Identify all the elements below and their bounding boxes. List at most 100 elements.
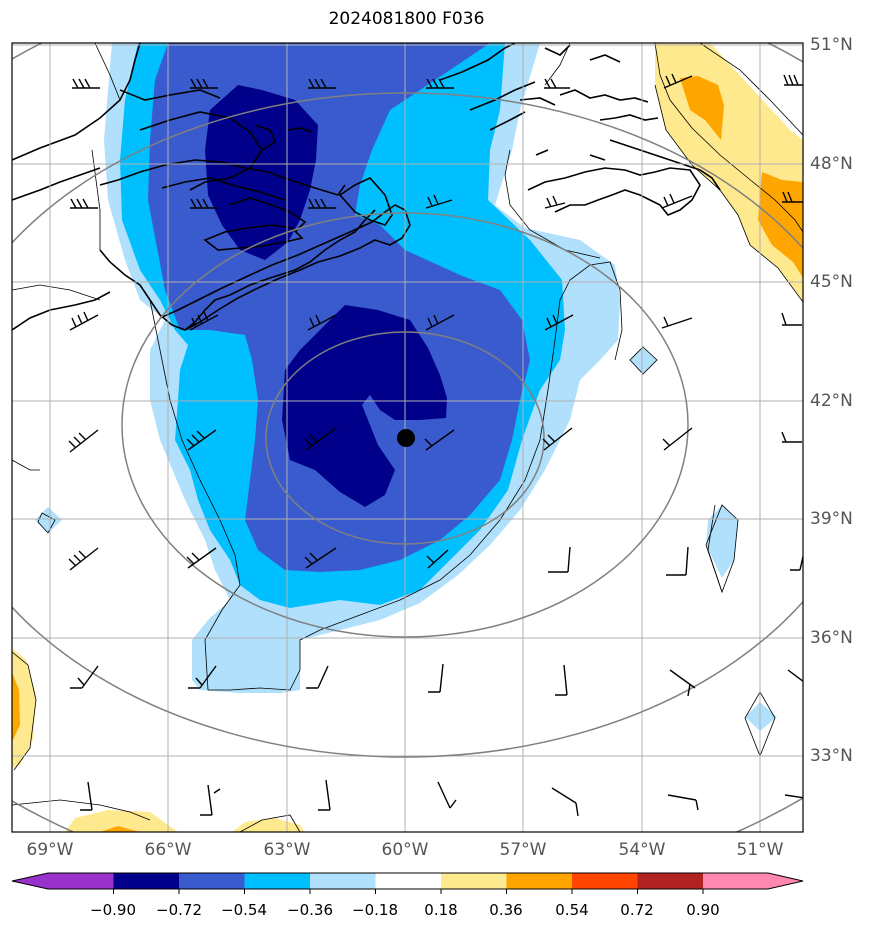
lat-label-51n: 51°N bbox=[810, 35, 853, 55]
wind-barb bbox=[783, 74, 803, 86]
wind-barb bbox=[542, 427, 573, 451]
lat-label-36n: 36°N bbox=[810, 628, 853, 648]
colorbar-label: −0.54 bbox=[221, 901, 267, 919]
range-rings bbox=[12, 43, 803, 832]
wind-barb bbox=[426, 549, 449, 569]
wind-barb bbox=[72, 78, 100, 89]
boundary-layer bbox=[12, 43, 803, 832]
colorbar-segment bbox=[506, 873, 572, 889]
wind-barb bbox=[790, 553, 803, 571]
wind-barb bbox=[186, 429, 217, 451]
lon-label-57w: 57°W bbox=[499, 840, 547, 860]
colorbar-label: 0.18 bbox=[424, 901, 458, 919]
colorbar-label: 0.90 bbox=[686, 901, 720, 919]
coastline-gaspe bbox=[99, 159, 346, 196]
coastline-nova-scotia bbox=[159, 204, 411, 331]
wind-barb bbox=[667, 794, 699, 811]
wind-barb bbox=[663, 73, 693, 89]
colorbar-extend-high bbox=[768, 873, 803, 889]
lat-label-33n: 33°N bbox=[810, 746, 853, 766]
contour-orange-west bbox=[12, 672, 20, 742]
contour-navy-north bbox=[205, 85, 318, 260]
wind-barb bbox=[551, 787, 579, 817]
coastline-new-brunswick bbox=[99, 209, 376, 331]
lon-label-60w: 60°W bbox=[381, 840, 429, 860]
contour-orange-ne-1 bbox=[680, 76, 724, 140]
wind-barb bbox=[784, 794, 803, 799]
colorbar-segment bbox=[441, 873, 507, 889]
wind-barb bbox=[68, 547, 99, 571]
wind-barb bbox=[544, 314, 574, 331]
wind-barb bbox=[318, 779, 331, 811]
colorbar-segment bbox=[113, 873, 179, 889]
colorbar-label: −0.72 bbox=[156, 901, 202, 919]
wind-barb bbox=[787, 669, 803, 683]
colorbar-extend-low bbox=[12, 873, 48, 889]
wind-barb bbox=[437, 781, 457, 809]
colorbar-segment bbox=[637, 873, 703, 889]
wind-barb bbox=[69, 311, 99, 331]
wind-barb bbox=[308, 198, 336, 209]
lat-label-42n: 42°N bbox=[810, 391, 853, 411]
wind-barb bbox=[188, 665, 217, 689]
coastline-newfoundland bbox=[439, 43, 701, 216]
colorbar-label: −0.90 bbox=[90, 901, 136, 919]
wind-barbs bbox=[68, 73, 803, 817]
wind-barb bbox=[306, 665, 329, 689]
range-ring-middle bbox=[121, 212, 689, 638]
map-title: 2024081800 F036 bbox=[328, 9, 485, 29]
wind-barb bbox=[428, 663, 444, 693]
lat-label-48n: 48°N bbox=[810, 154, 853, 174]
wind-barb bbox=[190, 198, 218, 209]
wind-barb bbox=[200, 784, 221, 816]
coastline-layer bbox=[12, 43, 721, 331]
wind-barb bbox=[307, 314, 337, 331]
wind-barb bbox=[70, 665, 99, 689]
storm-center-marker bbox=[397, 429, 415, 447]
colorbar-segment bbox=[310, 873, 376, 889]
wind-barb bbox=[662, 427, 693, 451]
wind-barb bbox=[189, 311, 219, 331]
grid-layer bbox=[12, 43, 803, 832]
range-ring-outer bbox=[12, 92, 803, 758]
wind-barb bbox=[661, 193, 693, 209]
wind-barb bbox=[426, 78, 454, 89]
colorbar-label: 0.36 bbox=[489, 901, 523, 919]
colorbar-segment bbox=[244, 873, 310, 889]
map-frame bbox=[11, 42, 804, 833]
wind-barb bbox=[425, 314, 455, 331]
coastline-cape-breton bbox=[338, 177, 393, 226]
wind-barb bbox=[304, 547, 337, 569]
colorbar-label: −0.36 bbox=[287, 901, 333, 919]
wind-barb bbox=[425, 194, 453, 209]
wind-barb bbox=[424, 429, 455, 451]
wind-barb bbox=[308, 78, 336, 89]
coastline-st-lawrence-north bbox=[12, 43, 141, 161]
wind-barb bbox=[548, 546, 571, 573]
wind-barb bbox=[190, 78, 218, 89]
lat-label-45n: 45°N bbox=[810, 272, 853, 292]
lon-label-51w: 51°W bbox=[736, 840, 784, 860]
colorbar-segment bbox=[703, 873, 768, 889]
colorbar-label: 0.54 bbox=[555, 901, 589, 919]
lon-label-69w: 69°W bbox=[26, 840, 74, 860]
coastline-pei bbox=[203, 224, 304, 251]
colorbar-segment bbox=[572, 873, 638, 889]
contour-orange-south-1 bbox=[100, 826, 140, 832]
wind-barb bbox=[666, 546, 689, 576]
colorbar-segment bbox=[375, 873, 441, 889]
lon-label-63w: 63°W bbox=[263, 840, 311, 860]
contour-spot-se bbox=[745, 702, 777, 731]
colorbar-segment bbox=[48, 873, 114, 889]
range-ring-inner bbox=[265, 331, 545, 545]
contour-navy-central bbox=[282, 305, 447, 507]
contour-yellow-south-1 bbox=[65, 810, 178, 832]
wind-barb bbox=[544, 78, 570, 89]
wind-barb bbox=[781, 431, 802, 443]
lat-label-39n: 39°N bbox=[810, 509, 853, 529]
wind-barb bbox=[80, 781, 93, 811]
wind-barb bbox=[555, 664, 568, 696]
colorbar-label: 0.72 bbox=[620, 901, 654, 919]
wind-barb bbox=[781, 312, 802, 326]
lon-label-54w: 54°W bbox=[618, 840, 666, 860]
